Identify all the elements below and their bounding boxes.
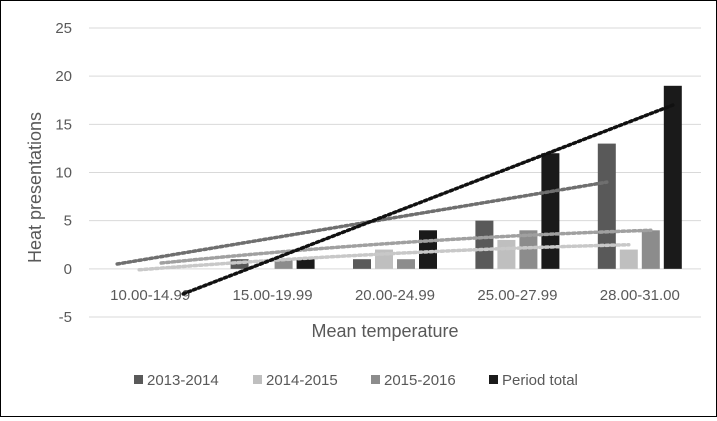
legend: 2013-2014 2014-2015 2015-2016 Period total: [134, 372, 578, 389]
y-tick-label: 20: [55, 68, 72, 85]
bar: [419, 230, 437, 269]
legend-label: 2014-2015: [266, 372, 338, 389]
bar: [541, 153, 560, 269]
legend-swatch: [134, 375, 143, 384]
x-tick-label: 10.00-14.99: [110, 287, 190, 304]
bar: [475, 220, 494, 269]
y-tick-label: 0: [64, 261, 72, 278]
y-tick-label: 15: [55, 116, 72, 133]
x-tick-labels: 10.00-14.99 15.00-19.99 20.00-24.99 25.00-2…: [110, 287, 680, 304]
x-tick-label: 25.00-27.99: [477, 287, 557, 304]
legend-item: 2015-2016: [371, 372, 456, 389]
legend-item: 2014-2015: [253, 372, 338, 389]
y-tick-label: -5: [59, 309, 72, 326]
bars: [230, 85, 682, 269]
y-tick-label: 10: [55, 165, 72, 182]
legend-swatch: [253, 375, 262, 384]
bar: [353, 259, 371, 269]
gridlines: [89, 27, 701, 318]
bar: [397, 259, 415, 269]
legend-label: 2015-2016: [384, 372, 456, 389]
trendline: [159, 228, 653, 265]
bar: [497, 239, 516, 269]
bar: [519, 230, 538, 269]
legend-label: 2013-2014: [147, 372, 219, 389]
y-tick-labels: -5 0 5 10 15 20 25: [55, 20, 72, 326]
trendline: [181, 103, 675, 296]
bar: [597, 143, 616, 269]
legend-swatch: [371, 375, 380, 384]
bar: [619, 249, 638, 269]
trendlines: [115, 103, 675, 296]
trendline: [137, 243, 631, 272]
legend-swatch: [489, 375, 498, 384]
x-tick-label: 28.00-31.00: [600, 287, 680, 304]
y-tick-label: 25: [55, 20, 72, 37]
y-axis-title: Heat presentations: [25, 112, 45, 263]
bar: [274, 259, 293, 269]
x-axis-title: Mean temperature: [311, 321, 458, 341]
legend-item: Period total: [489, 372, 578, 389]
bar: [663, 85, 682, 269]
y-tick-label: 5: [64, 213, 72, 230]
legend-item: 2013-2014: [134, 372, 219, 389]
x-tick-label: 20.00-24.99: [355, 287, 435, 304]
legend-label: Period total: [502, 372, 578, 389]
bar: [296, 259, 315, 269]
bar: [641, 230, 660, 269]
x-tick-label: 15.00-19.99: [233, 287, 313, 304]
